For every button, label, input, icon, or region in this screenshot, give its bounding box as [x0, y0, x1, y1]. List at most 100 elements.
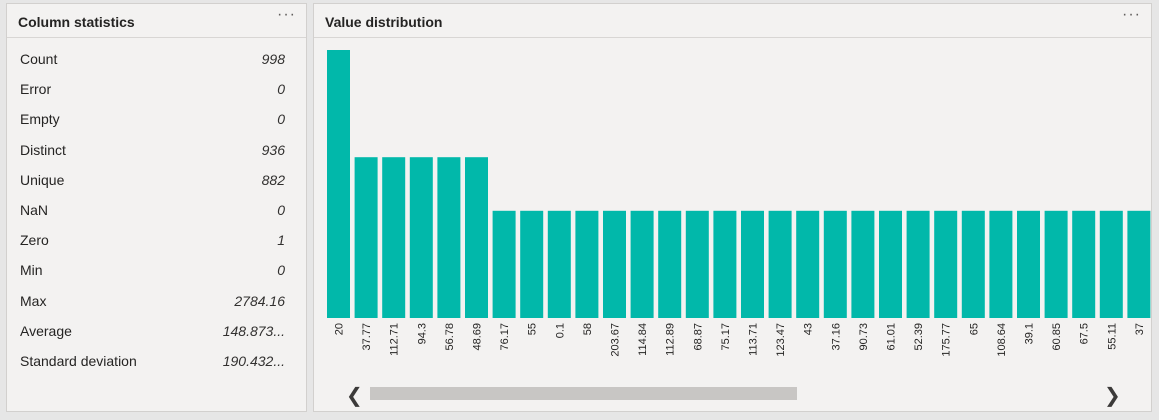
- x-tick-label: 61.01: [886, 323, 898, 351]
- bar[interactable]: [492, 210, 516, 318]
- value-distribution-panel: Value distribution ··· 20 37.77 112.71 94.3…: [313, 3, 1152, 412]
- x-tick-label: 20: [334, 323, 346, 335]
- horizontal-scrollbar[interactable]: ❮ ❯: [314, 382, 1151, 407]
- bar[interactable]: [547, 210, 571, 318]
- bar[interactable]: [437, 157, 461, 318]
- x-tick-label: 56.78: [444, 323, 456, 351]
- stat-row: Average 148.873...: [7, 316, 306, 346]
- x-tick-label: 37.77: [361, 323, 373, 351]
- bar[interactable]: [796, 210, 820, 318]
- x-tick-label: 48.69: [472, 323, 484, 351]
- bar[interactable]: [354, 157, 378, 318]
- panel-header: Column statistics ···: [7, 4, 306, 38]
- x-tick-label: 90.73: [858, 323, 870, 351]
- x-tick-label: 114.84: [637, 323, 649, 356]
- bar[interactable]: [1017, 210, 1040, 318]
- x-tick-label: 68.87: [692, 323, 704, 351]
- stat-value: 936: [261, 141, 285, 158]
- stat-row: Max 2784.16: [7, 286, 306, 316]
- bar[interactable]: [934, 210, 958, 318]
- x-tick-label: 39.1: [1024, 323, 1036, 344]
- more-options-button[interactable]: ···: [277, 6, 296, 23]
- panel-title: Value distribution: [325, 14, 443, 30]
- panel-header: Value distribution ···: [314, 4, 1151, 38]
- stat-value: 998: [261, 51, 285, 68]
- x-tick-label: 55.11: [1106, 323, 1118, 350]
- bar[interactable]: [741, 210, 764, 318]
- x-tick-label: 65: [968, 323, 980, 335]
- scrollbar-thumb[interactable]: [370, 387, 797, 400]
- bar[interactable]: [989, 210, 1013, 318]
- bar[interactable]: [713, 210, 737, 318]
- stat-value: 0: [277, 111, 285, 128]
- bar[interactable]: [879, 210, 902, 318]
- stat-value: 0: [277, 202, 285, 219]
- stat-row: Count 998: [7, 44, 306, 74]
- bar[interactable]: [1044, 210, 1068, 318]
- x-tick-label: 52.39: [913, 323, 925, 351]
- bar[interactable]: [382, 157, 406, 318]
- bar[interactable]: [658, 210, 682, 318]
- stat-label: Error: [20, 81, 52, 98]
- bar[interactable]: [1072, 210, 1096, 318]
- stat-row: Unique 882: [7, 165, 306, 195]
- x-tick-label: 43: [803, 323, 815, 335]
- stat-row: Zero 1: [7, 225, 306, 255]
- stat-value: 148.873...: [222, 322, 285, 339]
- bar[interactable]: [961, 210, 985, 318]
- stat-value: 0: [277, 262, 285, 279]
- x-tick-label: 113.71: [748, 323, 760, 356]
- panel-title: Column statistics: [18, 14, 135, 30]
- bar[interactable]: [575, 210, 599, 318]
- x-tick-label: 58: [582, 323, 594, 335]
- stat-label: NaN: [20, 202, 49, 219]
- bar[interactable]: [685, 210, 709, 318]
- x-tick-label: 0.1: [554, 323, 566, 338]
- stat-label: Max: [20, 292, 47, 309]
- x-tick-label: 75.17: [720, 323, 732, 351]
- stat-value: 882: [261, 171, 285, 188]
- bar[interactable]: [1099, 210, 1123, 318]
- bar[interactable]: [851, 210, 875, 318]
- stat-value: 2784.16: [234, 292, 285, 309]
- value-distribution-chart: 20 37.77 112.71 94.3 56.78 48.69 76.17 55 0.1 58 2…: [327, 50, 1151, 357]
- x-tick-label: 203.67: [610, 323, 622, 357]
- stat-value: 0: [277, 81, 285, 98]
- x-tick-label: 60.85: [1051, 323, 1063, 351]
- x-tick-label: 112.71: [389, 323, 401, 356]
- more-options-button[interactable]: ···: [1122, 6, 1141, 23]
- stat-row: Standard deviation 190.432...: [7, 346, 306, 376]
- bar[interactable]: [630, 210, 654, 318]
- bar[interactable]: [906, 210, 930, 318]
- stat-row: NaN 0: [7, 195, 306, 225]
- bar[interactable]: [768, 210, 792, 318]
- stat-label: Unique: [20, 171, 65, 188]
- bar[interactable]: [603, 210, 626, 318]
- x-tick-label: 94.3: [416, 323, 428, 344]
- x-tick-label: 175.77: [941, 323, 953, 357]
- stat-label: Distinct: [20, 141, 66, 158]
- stat-label: Average: [20, 322, 72, 339]
- bar[interactable]: [327, 50, 350, 318]
- stat-label: Empty: [20, 111, 60, 128]
- stat-row: Min 0: [7, 255, 306, 285]
- stat-label: Standard deviation: [20, 352, 137, 369]
- bar[interactable]: [520, 210, 544, 318]
- x-tick-label: 123.47: [775, 323, 787, 357]
- x-tick-label: 112.89: [665, 323, 677, 356]
- stat-label: Zero: [20, 232, 49, 249]
- bar[interactable]: [823, 210, 847, 318]
- scroll-right-icon[interactable]: ❯: [1104, 385, 1121, 407]
- stat-row: Distinct 936: [7, 135, 306, 165]
- x-tick-label: 108.64: [996, 323, 1008, 357]
- bar[interactable]: [1127, 210, 1151, 318]
- bar[interactable]: [409, 157, 433, 318]
- column-statistics-panel: Column statistics ··· Count 998 Error 0 Empt…: [6, 3, 307, 412]
- x-tick-label: 37.16: [830, 323, 842, 351]
- stat-label: Count: [20, 51, 58, 68]
- scroll-left-icon[interactable]: ❮: [346, 385, 363, 407]
- bar[interactable]: [465, 157, 488, 318]
- stat-row: Error 0: [7, 74, 306, 104]
- x-tick-label: 67.5: [1079, 323, 1091, 344]
- stat-value: 1: [277, 232, 285, 249]
